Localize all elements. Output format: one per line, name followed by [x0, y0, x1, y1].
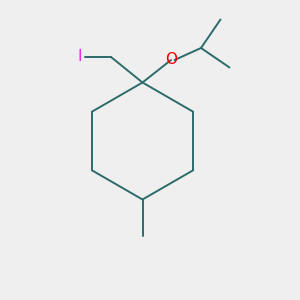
- Text: I: I: [78, 50, 82, 64]
- Text: O: O: [165, 52, 177, 68]
